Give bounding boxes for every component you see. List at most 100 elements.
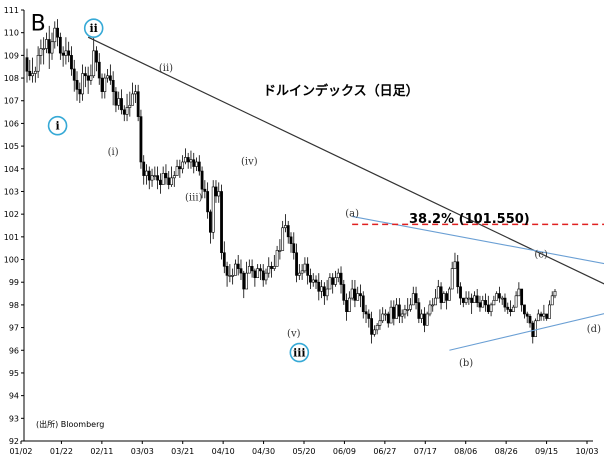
candle-body bbox=[475, 295, 479, 303]
candle bbox=[36, 46, 40, 79]
y-tick-label: 109 bbox=[4, 51, 19, 60]
candle bbox=[286, 220, 290, 244]
candle bbox=[331, 273, 335, 294]
candle bbox=[28, 59, 32, 81]
candle bbox=[314, 275, 318, 290]
candle-body bbox=[309, 275, 312, 283]
y-tick-label: 94 bbox=[9, 392, 19, 401]
wave-label: (b) bbox=[459, 358, 473, 369]
candle-body bbox=[56, 27, 59, 38]
candle bbox=[361, 291, 365, 319]
candle bbox=[267, 257, 271, 278]
candle bbox=[495, 291, 499, 301]
candle-body bbox=[117, 98, 121, 106]
candle-body bbox=[361, 295, 365, 312]
candle-body bbox=[133, 91, 137, 95]
candle-body bbox=[86, 75, 90, 81]
candle-body bbox=[97, 61, 101, 79]
candle-body bbox=[367, 313, 371, 319]
candle-body bbox=[295, 252, 298, 276]
candle bbox=[317, 273, 321, 301]
candle bbox=[39, 39, 43, 65]
candle bbox=[553, 289, 557, 299]
candle bbox=[389, 300, 393, 324]
candle bbox=[278, 239, 282, 260]
candle-body bbox=[50, 41, 54, 54]
candle-body bbox=[228, 275, 232, 277]
candle-body bbox=[481, 300, 485, 308]
candle-body bbox=[225, 266, 229, 276]
candle bbox=[197, 155, 201, 176]
candle-body bbox=[147, 170, 151, 181]
candle-body bbox=[75, 80, 79, 90]
candle-body bbox=[464, 297, 468, 303]
candle-body bbox=[197, 161, 201, 172]
candle-body bbox=[67, 50, 71, 56]
candle bbox=[161, 166, 165, 185]
candle-body bbox=[239, 268, 243, 274]
candle bbox=[170, 166, 173, 187]
candle-body bbox=[331, 277, 335, 285]
candle bbox=[181, 155, 185, 174]
wave-circle-text: ii bbox=[90, 22, 98, 35]
candle bbox=[253, 268, 257, 287]
candle bbox=[61, 46, 65, 67]
candle-body bbox=[61, 52, 65, 56]
candle-body bbox=[500, 297, 504, 300]
candle bbox=[231, 268, 235, 285]
candle bbox=[222, 241, 226, 274]
candle bbox=[428, 300, 432, 317]
y-tick-label: 110 bbox=[4, 29, 19, 38]
candle bbox=[384, 309, 387, 321]
candle-body bbox=[111, 80, 115, 92]
candle bbox=[209, 209, 212, 244]
candle-body bbox=[195, 161, 198, 167]
candle-body bbox=[406, 309, 410, 311]
candle bbox=[45, 32, 48, 54]
candle bbox=[192, 152, 196, 174]
candle bbox=[325, 279, 329, 301]
candle-body bbox=[286, 225, 290, 238]
candle-body bbox=[284, 225, 287, 229]
candle bbox=[158, 173, 162, 194]
candle-body bbox=[83, 73, 87, 77]
candle bbox=[239, 259, 243, 280]
candle-body bbox=[345, 300, 348, 312]
wave-label: (ii) bbox=[159, 63, 173, 74]
candle-body bbox=[136, 91, 140, 117]
candle bbox=[411, 286, 415, 306]
candle bbox=[106, 68, 109, 83]
candle bbox=[436, 279, 440, 299]
wave-circle bbox=[289, 342, 310, 363]
candle bbox=[92, 37, 96, 79]
candle bbox=[467, 291, 471, 305]
candle bbox=[397, 298, 401, 324]
candle-body bbox=[392, 306, 396, 319]
x-tick-label: 08/06 bbox=[454, 447, 477, 456]
candle bbox=[453, 252, 457, 269]
candle bbox=[528, 313, 532, 328]
candle bbox=[370, 311, 373, 344]
y-tick-label: 108 bbox=[4, 74, 19, 83]
trendline-downtrend bbox=[87, 36, 604, 285]
candle-body bbox=[545, 313, 549, 319]
candle bbox=[550, 291, 554, 306]
candle bbox=[367, 309, 371, 328]
candle bbox=[128, 91, 132, 117]
candle bbox=[172, 171, 176, 187]
candle-body bbox=[58, 36, 62, 54]
candle-body bbox=[153, 175, 157, 177]
x-tick-label: 06/09 bbox=[333, 447, 356, 456]
candle bbox=[506, 302, 510, 314]
candle bbox=[534, 318, 537, 337]
candle bbox=[484, 293, 487, 312]
candle bbox=[25, 48, 29, 83]
wave-circle-text: iii bbox=[293, 347, 306, 360]
candle bbox=[356, 286, 360, 301]
candle-body bbox=[89, 75, 93, 81]
candle-body bbox=[525, 313, 529, 317]
candle bbox=[33, 66, 37, 83]
x-tick-label: 09/15 bbox=[535, 447, 558, 456]
candle bbox=[70, 46, 73, 76]
candle-body bbox=[47, 39, 51, 54]
